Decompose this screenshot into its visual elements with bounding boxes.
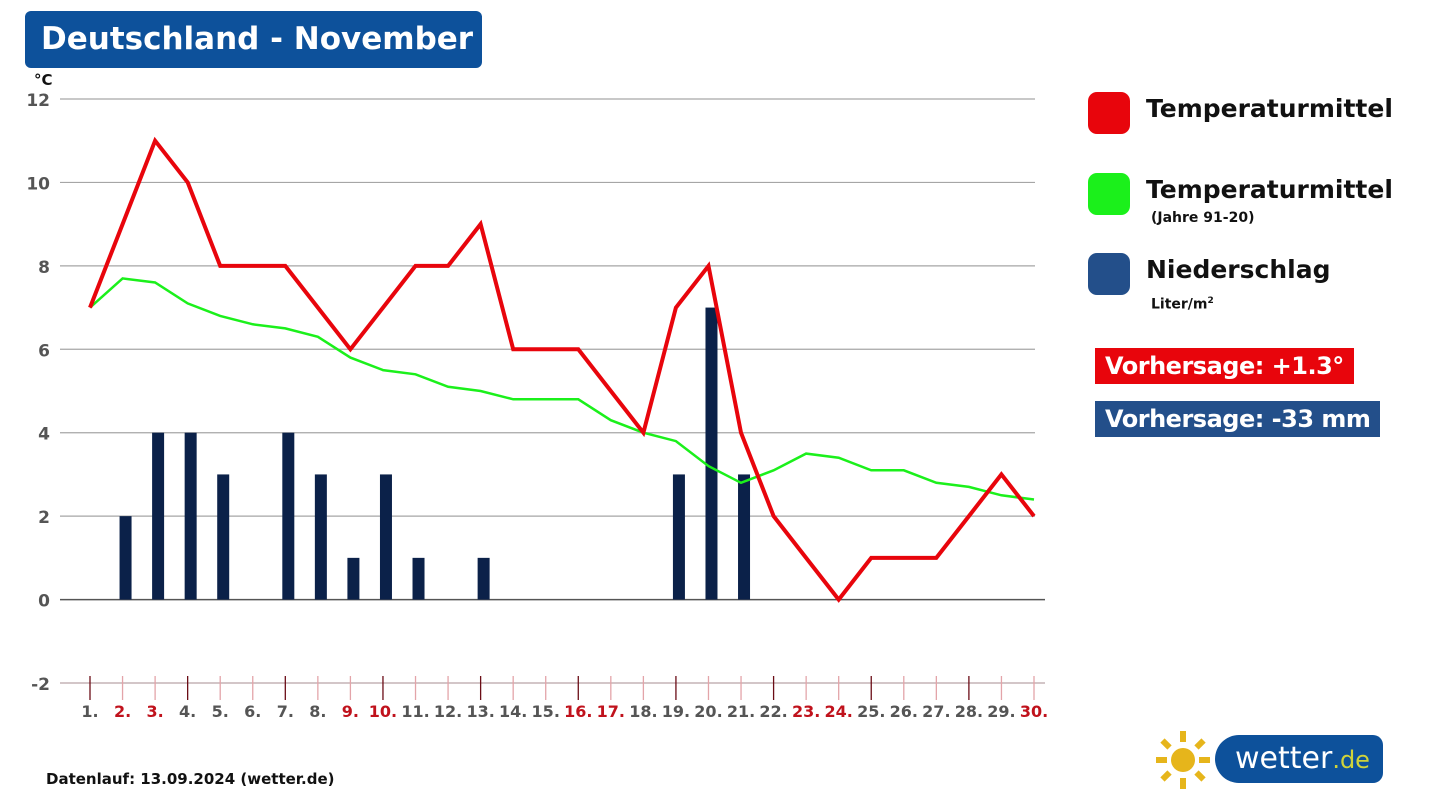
x-tick-label: 7. — [277, 702, 294, 721]
precipitation-bar — [672, 474, 685, 600]
legend-label: Temperaturmittel — [1146, 175, 1393, 204]
x-tick-label: 19. — [662, 702, 690, 721]
precipitation-bar — [119, 516, 132, 600]
precipitation-bar — [477, 557, 490, 600]
x-tick-label: 10. — [369, 702, 397, 721]
sun-icon — [1156, 731, 1210, 789]
x-tick-label: 1. — [81, 702, 98, 721]
chart-title: Deutschland - November — [25, 11, 482, 68]
chart-plot-area: -2 0 2 4 6 8 10 12 1. 2. 3. 4. 5. 6. 7. 8. 9. 10. 11. 12. 13… — [26, 91, 1048, 721]
x-tick-label: 15. — [532, 702, 560, 721]
x-tick-label: 26. — [890, 702, 918, 721]
x-tick-label: 23. — [792, 702, 820, 721]
x-tick-label: 8. — [309, 702, 326, 721]
precipitation-bar — [738, 474, 751, 600]
wetter-de-logo: wetter.de — [1156, 730, 1386, 790]
legend-label: Temperaturmittel — [1146, 94, 1393, 123]
precipitation-bar — [314, 474, 327, 600]
y-tick-label: 2 — [38, 508, 50, 528]
red-swatch-icon — [1088, 92, 1130, 134]
navy-swatch-icon — [1088, 253, 1130, 295]
x-tick-label: 12. — [434, 702, 462, 721]
x-tick-label: 13. — [466, 702, 494, 721]
precipitation-bar — [347, 557, 360, 600]
x-tick-label: 30. — [1020, 702, 1048, 721]
y-tick-label: 10 — [26, 174, 50, 194]
x-tick-label: 2. — [114, 702, 131, 721]
x-tick-label: 3. — [146, 702, 163, 721]
forecast-precipitation-badge: Vorhersage: -33 mm — [1095, 401, 1381, 437]
y-tick-label: 8 — [38, 258, 50, 278]
temperature-line — [88, 136, 1036, 603]
y-axis-unit: °C — [34, 71, 53, 89]
precipitation-bar — [184, 432, 197, 600]
normal-temperature-line — [89, 277, 1035, 501]
precipitation-bar — [379, 474, 392, 600]
x-tick-label: 16. — [564, 702, 592, 721]
y-tick-label: 6 — [38, 341, 50, 361]
logo-wordmark: wetter — [1235, 741, 1333, 776]
x-tick-label: 24. — [825, 702, 853, 721]
x-tick-label: 21. — [727, 702, 755, 721]
x-tick-label: 17. — [597, 702, 625, 721]
x-tick-label: 29. — [987, 702, 1015, 721]
x-tick-label: 5. — [212, 702, 229, 721]
precipitation-bar — [412, 557, 425, 600]
x-tick-label: 27. — [922, 702, 950, 721]
unit-text: Liter/m — [1151, 296, 1208, 313]
x-tick-label: 22. — [759, 702, 787, 721]
y-tick-label: 0 — [38, 592, 50, 612]
green-swatch-icon — [1088, 173, 1130, 215]
forecast-temperature-badge: Vorhersage: +1.3° — [1095, 348, 1354, 384]
logo-text: wetter.de — [1235, 739, 1370, 780]
y-tick-label: 4 — [38, 425, 50, 445]
precipitation-bar — [217, 474, 230, 600]
y-tick-label: -2 — [31, 675, 50, 695]
x-tick-label: 28. — [955, 702, 983, 721]
x-tick-label: 14. — [499, 702, 527, 721]
legend-sublabel: Liter/m2 — [1151, 296, 1214, 313]
precipitation-bar — [282, 432, 295, 600]
precipitation-bar — [705, 307, 718, 600]
precipitation-bar — [152, 432, 165, 600]
x-tick-label: 6. — [244, 702, 261, 721]
data-source-note: Datenlauf: 13.09.2024 (wetter.de) — [46, 770, 335, 788]
logo-tld: .de — [1332, 746, 1370, 774]
y-tick-label: 12 — [26, 91, 50, 111]
x-tick-label: 18. — [629, 702, 657, 721]
logo-pill: wetter.de — [1215, 735, 1383, 783]
x-tick-label: 25. — [857, 702, 885, 721]
legend-label: Niederschlag — [1146, 255, 1331, 284]
unit-superscript: 2 — [1207, 296, 1214, 306]
x-tick-label: 11. — [401, 702, 429, 721]
x-tick-label: 20. — [694, 702, 722, 721]
legend-sublabel: (Jahre 91-20) — [1151, 210, 1255, 226]
x-tick-label: 9. — [342, 702, 359, 721]
x-tick-label: 4. — [179, 702, 196, 721]
